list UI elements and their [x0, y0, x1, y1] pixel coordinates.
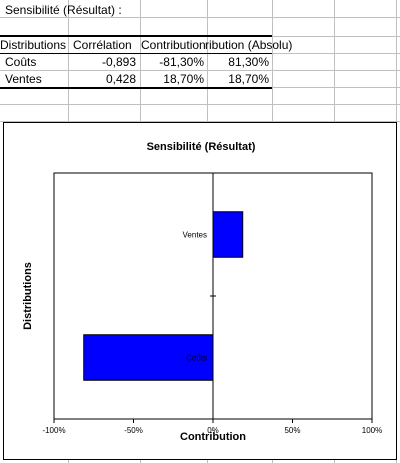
x-tick-label: 100%: [362, 426, 382, 435]
chart-marks: Coûts Ventes -100% -50% 0% 50% 100%: [42, 173, 382, 435]
x-axis-label: Contribution: [180, 431, 246, 443]
row-name[interactable]: Coûts: [5, 55, 37, 69]
header-contribution-absolute[interactable]: ribution (Absolu): [205, 38, 293, 52]
row-contribution-absolute[interactable]: 81,30%: [228, 55, 269, 69]
category-label: Ventes: [183, 231, 207, 240]
gridline: [0, 104, 400, 105]
header-contribution[interactable]: Contribution: [141, 38, 206, 52]
row-correlation[interactable]: 0,428: [105, 72, 136, 86]
header-distributions[interactable]: Distributions: [0, 38, 67, 52]
gridline: [0, 17, 400, 18]
sensitivity-chart[interactable]: Sensibilité (Résultat) Coûts Ventes -100% -…: [3, 122, 397, 460]
y-axis-label: Distributions: [22, 262, 34, 330]
gridline: [0, 70, 400, 71]
x-tick-label: 0%: [207, 426, 219, 435]
header-bottom-border: [0, 53, 272, 54]
row-contribution-absolute[interactable]: 18,70%: [228, 72, 269, 86]
row-name[interactable]: Ventes: [5, 72, 42, 86]
bar: [83, 334, 214, 381]
chart-canvas: Sensibilité (Résultat) Coûts Ventes -100% -…: [22, 141, 382, 443]
row-contribution[interactable]: 18,70%: [163, 72, 204, 86]
x-tick-label: -100%: [42, 426, 65, 435]
table-top-border: [0, 35, 272, 37]
table-bottom-border: [0, 87, 272, 89]
sheet-title[interactable]: Sensibilité (Résultat) :: [5, 3, 122, 17]
row-contribution[interactable]: -81,30%: [159, 55, 204, 69]
chart-title: Sensibilité (Résultat): [147, 141, 256, 153]
row-correlation[interactable]: -0,893: [101, 55, 136, 69]
gridline: [0, 121, 400, 122]
category-label: Coûts: [186, 354, 207, 363]
header-correlation[interactable]: Corrélation: [73, 38, 132, 52]
x-tick-label: 50%: [284, 426, 300, 435]
bar: [212, 211, 244, 258]
x-tick-label: -50%: [124, 426, 143, 435]
